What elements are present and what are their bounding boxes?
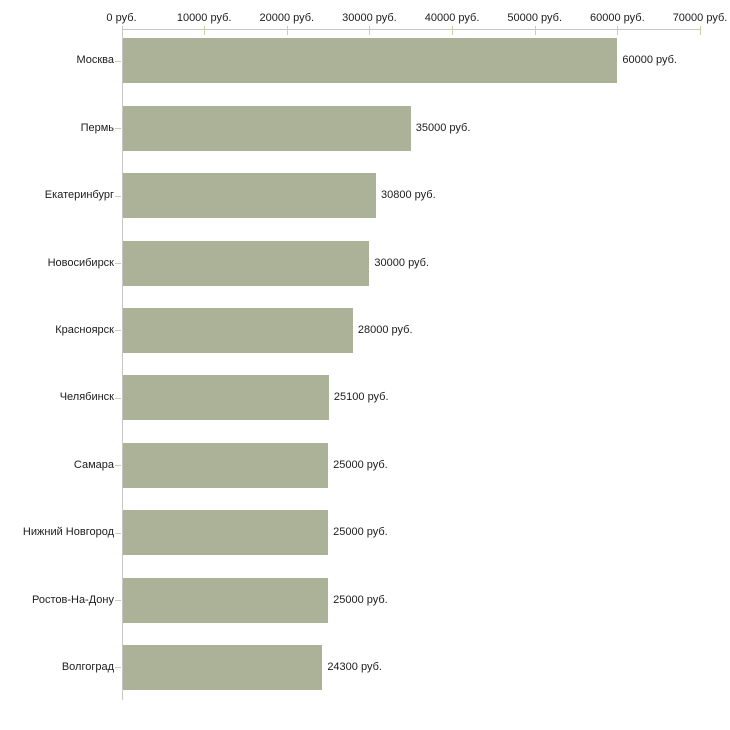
category-label: Нижний Новгород — [22, 526, 114, 539]
x-tick-label: 50000 руб. — [507, 12, 563, 24]
bar — [122, 240, 370, 286]
bar — [122, 644, 323, 690]
x-tick-label: 60000 руб. — [590, 12, 645, 24]
bar — [122, 307, 353, 353]
x-tick-mark — [534, 26, 536, 35]
x-tick-mark — [286, 26, 288, 35]
category-label: Москва — [76, 54, 114, 67]
bar — [122, 173, 377, 219]
category-label: Ростов-На-Дону — [31, 593, 114, 606]
value-label: 24300 руб. — [327, 660, 382, 673]
x-tick-label: 0 руб. — [106, 12, 137, 24]
x-tick-mark — [617, 26, 619, 35]
value-label: 30000 руб. — [374, 256, 430, 269]
category-label: Екатеринбург — [44, 189, 114, 202]
category-tick-mark — [115, 600, 121, 601]
category-tick-mark — [115, 330, 121, 332]
value-label: 30800 руб. — [381, 189, 436, 202]
x-tick-label: 10000 руб. — [176, 12, 232, 24]
category-label: Красноярск — [55, 323, 114, 336]
x-tick-label: 20000 руб. — [259, 12, 315, 24]
bar — [122, 442, 329, 488]
category-label: Челябинск — [59, 391, 114, 404]
value-label: 60000 руб. — [622, 54, 677, 67]
category-label: Новосибирск — [47, 256, 114, 269]
x-tick-mark — [700, 26, 701, 35]
category-tick-mark — [115, 263, 121, 264]
category-tick-mark — [115, 465, 121, 467]
category-tick-mark — [115, 60, 121, 62]
value-label: 25000 руб. — [333, 526, 388, 539]
x-tick-mark — [204, 26, 206, 35]
category-tick-mark — [115, 667, 121, 669]
x-tick-label: 40000 руб. — [424, 12, 480, 24]
bar — [122, 38, 618, 84]
value-label: 28000 руб. — [357, 323, 413, 336]
bar — [122, 510, 329, 556]
category-tick-mark — [115, 532, 121, 534]
category-tick-mark — [115, 128, 121, 130]
x-tick-label: 30000 руб. — [342, 12, 397, 24]
category-tick-mark — [115, 397, 121, 399]
bar — [122, 577, 329, 623]
category-label: Волгоград — [61, 660, 114, 673]
category-tick-mark — [115, 195, 121, 197]
x-tick-mark — [452, 26, 454, 35]
x-axis-line — [121, 29, 700, 30]
category-label: Самара — [73, 458, 114, 471]
category-label: Пермь — [80, 121, 114, 134]
x-tick-label: 70000 руб. — [672, 12, 728, 24]
value-label: 25100 руб. — [333, 391, 389, 404]
y-axis-line — [121, 26, 123, 700]
value-label: 35000 руб. — [415, 121, 471, 134]
bar — [122, 105, 411, 151]
bar — [122, 375, 329, 421]
value-label: 25000 руб. — [333, 593, 388, 606]
x-tick-mark — [369, 26, 371, 35]
value-label: 25000 руб. — [333, 458, 388, 471]
